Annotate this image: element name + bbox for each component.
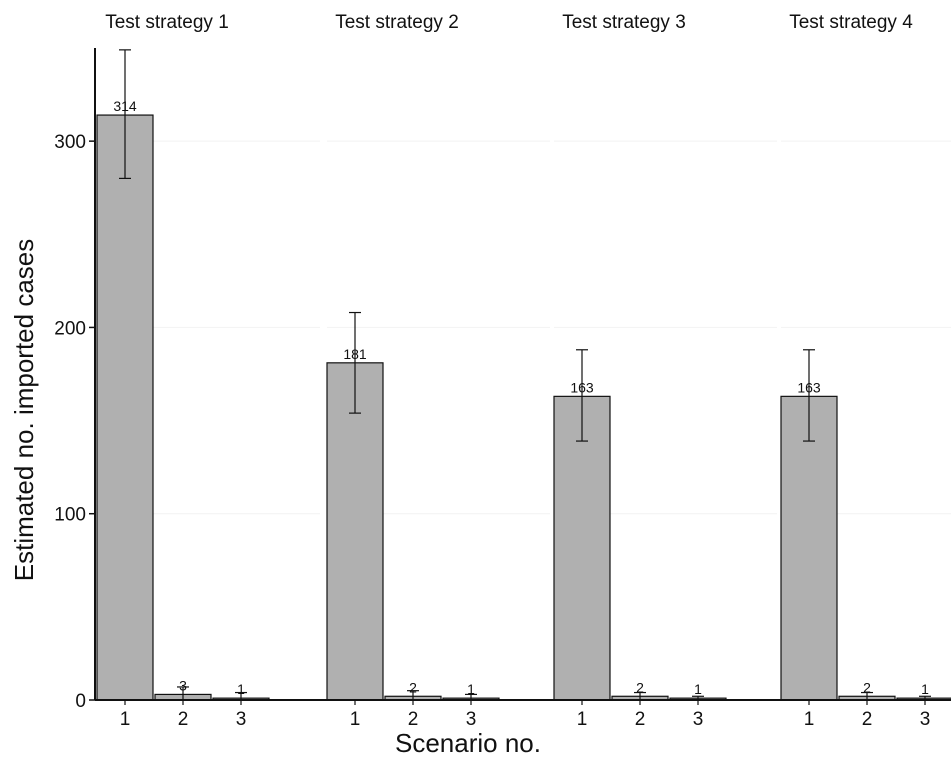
data-label: 1: [694, 681, 702, 697]
data-label: 1: [467, 681, 475, 697]
x-tick-label: 2: [408, 709, 419, 730]
x-tick-label: 1: [350, 709, 361, 730]
bar: [553, 395, 611, 701]
data-label: 2: [863, 679, 871, 695]
x-tick-label: 3: [693, 709, 704, 730]
x-tick-label: 2: [178, 709, 189, 730]
data-label: 3: [179, 677, 187, 693]
y-tick-label: 0: [75, 691, 86, 712]
axes-layer: [89, 48, 951, 705]
data-label: 163: [570, 379, 594, 395]
panel-title: Test strategy 2: [335, 12, 459, 33]
data-label: 163: [797, 379, 821, 395]
bar: [96, 114, 154, 701]
bars-layer: [96, 49, 951, 701]
y-axis-title: Estimated no. imported cases: [9, 239, 39, 582]
x-tick-label: 3: [236, 709, 247, 730]
data-label: 181: [343, 346, 367, 362]
labels-layer: Test strategy 1 314 1 3 2 1 3 Test strategy 2 18…: [54, 12, 930, 730]
y-tick-label: 300: [54, 132, 86, 153]
y-tick-label: 100: [54, 505, 86, 526]
panel-title: Test strategy 4: [789, 12, 913, 33]
panel-title: Test strategy 1: [105, 12, 229, 33]
x-axis-title: Scenario no.: [395, 728, 541, 758]
x-tick-label: 2: [635, 709, 646, 730]
bar: [780, 395, 838, 701]
x-tick-label: 1: [577, 709, 588, 730]
data-label: 314: [113, 98, 137, 114]
x-tick-label: 1: [804, 709, 815, 730]
data-label: 1: [921, 681, 929, 697]
x-tick-label: 2: [862, 709, 873, 730]
panel-title: Test strategy 3: [562, 12, 686, 33]
x-tick-label: 1: [120, 709, 131, 730]
data-label: 2: [636, 679, 644, 695]
bar: [326, 362, 384, 701]
data-label: 2: [409, 679, 417, 695]
data-label: 1: [237, 681, 245, 697]
y-tick-label: 200: [54, 318, 86, 339]
x-tick-label: 3: [466, 709, 477, 730]
x-tick-label: 3: [920, 709, 931, 730]
